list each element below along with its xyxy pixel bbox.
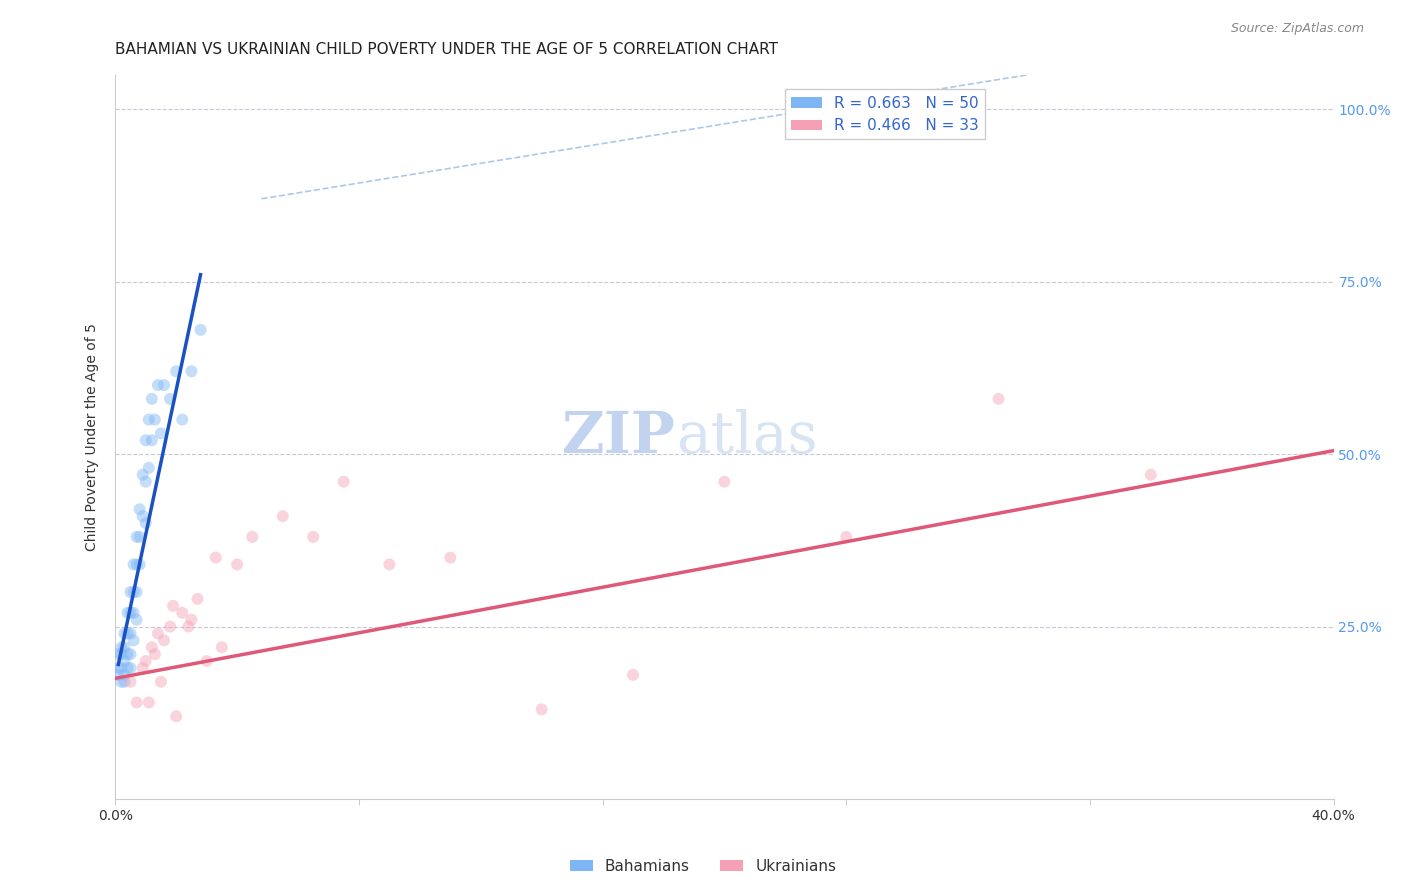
Point: [128, 530, 150, 544]
Point: [128, 502, 150, 516]
Point: [122, 558, 145, 572]
Text: Source: ZipAtlas.com: Source: ZipAtlas.com: [1230, 22, 1364, 36]
Point: [713, 475, 735, 489]
Point: [135, 654, 157, 668]
Point: [204, 550, 226, 565]
Point: [211, 640, 233, 655]
Point: [117, 606, 139, 620]
Point: [146, 626, 169, 640]
Point: [530, 702, 553, 716]
Point: [439, 550, 461, 565]
Point: [180, 364, 202, 378]
Point: [271, 509, 294, 524]
Point: [987, 392, 1010, 406]
Point: [180, 613, 202, 627]
Point: [120, 606, 142, 620]
Point: [120, 647, 142, 661]
Point: [153, 378, 176, 392]
Point: [195, 654, 218, 668]
Point: [186, 591, 208, 606]
Text: atlas: atlas: [676, 409, 817, 465]
Point: [112, 674, 135, 689]
Point: [138, 461, 160, 475]
Point: [135, 434, 157, 448]
Point: [149, 674, 172, 689]
Point: [117, 661, 139, 675]
Point: [125, 613, 148, 627]
Point: [138, 412, 160, 426]
Point: [120, 626, 142, 640]
Point: [159, 619, 181, 633]
Point: [120, 661, 142, 675]
Point: [141, 434, 163, 448]
Point: [149, 426, 172, 441]
Point: [122, 633, 145, 648]
Text: ZIP: ZIP: [562, 409, 676, 465]
Point: [135, 516, 157, 530]
Point: [122, 606, 145, 620]
Point: [226, 558, 249, 572]
Point: [112, 668, 135, 682]
Point: [117, 647, 139, 661]
Point: [128, 558, 150, 572]
Point: [125, 696, 148, 710]
Point: [172, 606, 194, 620]
Point: [621, 668, 644, 682]
Point: [135, 475, 157, 489]
Point: [107, 647, 129, 661]
Point: [146, 378, 169, 392]
Point: [378, 558, 401, 572]
Point: [190, 323, 212, 337]
Point: [332, 475, 354, 489]
Point: [141, 640, 163, 655]
Legend: R = 0.663   N = 50, R = 0.466   N = 33: R = 0.663 N = 50, R = 0.466 N = 33: [785, 89, 984, 139]
Point: [143, 412, 166, 426]
Point: [153, 633, 176, 648]
Point: [112, 640, 135, 655]
Point: [240, 530, 263, 544]
Point: [120, 674, 142, 689]
Point: [162, 599, 184, 613]
Point: [1139, 467, 1161, 482]
Point: [165, 364, 187, 378]
Point: [172, 412, 194, 426]
Point: [122, 585, 145, 599]
Point: [112, 626, 135, 640]
Point: [125, 585, 148, 599]
Point: [131, 509, 153, 524]
Point: [107, 668, 129, 682]
Point: [159, 392, 181, 406]
Point: [131, 661, 153, 675]
Legend: Bahamians, Ukrainians: Bahamians, Ukrainians: [564, 853, 842, 880]
Point: [131, 467, 153, 482]
Text: BAHAMIAN VS UKRAINIAN CHILD POVERTY UNDER THE AGE OF 5 CORRELATION CHART: BAHAMIAN VS UKRAINIAN CHILD POVERTY UNDE…: [115, 42, 779, 57]
Point: [835, 530, 858, 544]
Point: [120, 585, 142, 599]
Point: [110, 674, 132, 689]
Y-axis label: Child Poverty Under the Age of 5: Child Poverty Under the Age of 5: [86, 323, 100, 550]
Point: [110, 647, 132, 661]
Point: [110, 640, 132, 655]
Point: [165, 709, 187, 723]
Point: [107, 661, 129, 675]
Point: [110, 661, 132, 675]
Point: [302, 530, 325, 544]
Point: [125, 558, 148, 572]
Point: [177, 619, 200, 633]
Point: [143, 647, 166, 661]
Point: [117, 626, 139, 640]
Point: [125, 530, 148, 544]
Point: [141, 392, 163, 406]
Point: [112, 654, 135, 668]
Point: [138, 696, 160, 710]
